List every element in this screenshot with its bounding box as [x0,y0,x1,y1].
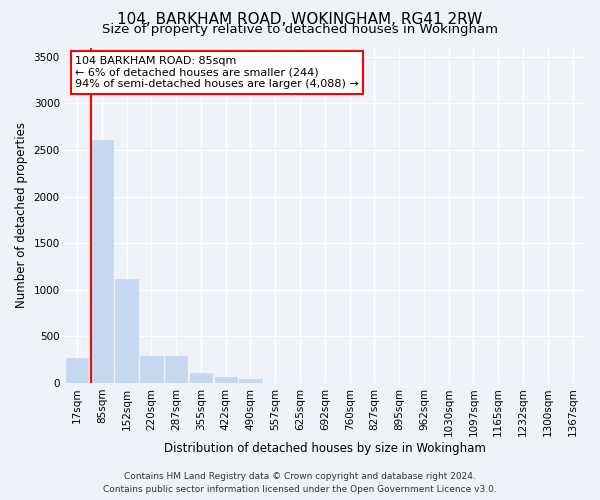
Bar [239,379,262,383]
Bar [215,377,237,383]
Text: 104, BARKHAM ROAD, WOKINGHAM, RG41 2RW: 104, BARKHAM ROAD, WOKINGHAM, RG41 2RW [118,12,482,28]
Bar [190,373,212,383]
Bar [165,356,187,383]
Text: 104 BARKHAM ROAD: 85sqm
← 6% of detached houses are smaller (244)
94% of semi-de: 104 BARKHAM ROAD: 85sqm ← 6% of detached… [75,56,359,89]
Bar [66,358,88,383]
X-axis label: Distribution of detached houses by size in Wokingham: Distribution of detached houses by size … [164,442,486,455]
Text: Contains HM Land Registry data © Crown copyright and database right 2024.
Contai: Contains HM Land Registry data © Crown c… [103,472,497,494]
Bar [140,356,163,383]
Bar [91,140,113,383]
Bar [115,278,138,383]
Text: Size of property relative to detached houses in Wokingham: Size of property relative to detached ho… [102,22,498,36]
Y-axis label: Number of detached properties: Number of detached properties [15,122,28,308]
